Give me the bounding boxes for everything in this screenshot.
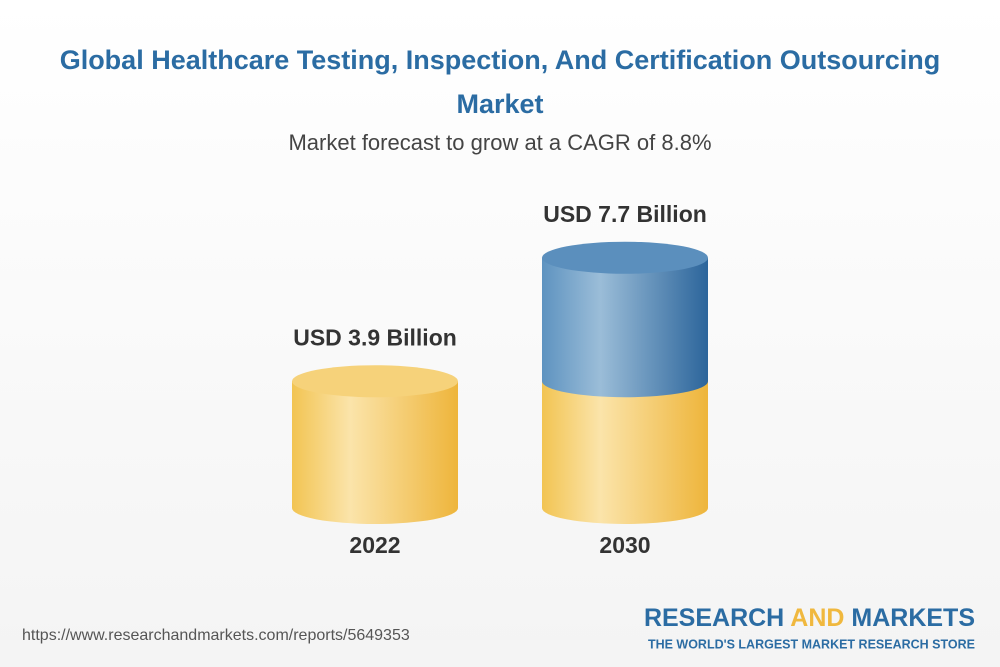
cylinder-body bbox=[542, 257, 708, 398]
chart-title: Global Healthcare Testing, Inspection, A… bbox=[59, 45, 941, 119]
value-label: USD 7.7 Billion bbox=[543, 201, 707, 227]
base-segment bbox=[542, 381, 708, 524]
category-label: 2022 bbox=[349, 532, 400, 558]
source-url: https://www.researchandmarkets.com/repor… bbox=[22, 627, 410, 644]
brand-word: AND bbox=[790, 604, 844, 632]
brand-word: RESEARCH bbox=[644, 604, 784, 632]
brand-word: MARKETS bbox=[851, 604, 975, 632]
brand: RESEARCH AND MARKETS bbox=[644, 604, 975, 632]
value-label: USD 3.9 Billion bbox=[293, 324, 457, 350]
cylinder-body bbox=[292, 381, 458, 524]
subtitle: Market forecast to grow at a CAGR of 8.8… bbox=[288, 130, 711, 155]
category-label: 2030 bbox=[599, 532, 650, 558]
cylinder-top bbox=[542, 241, 708, 274]
cylinder-top bbox=[292, 365, 458, 398]
tagline: THE WORLD'S LARGEST MARKET RESEARCH STOR… bbox=[648, 637, 975, 651]
